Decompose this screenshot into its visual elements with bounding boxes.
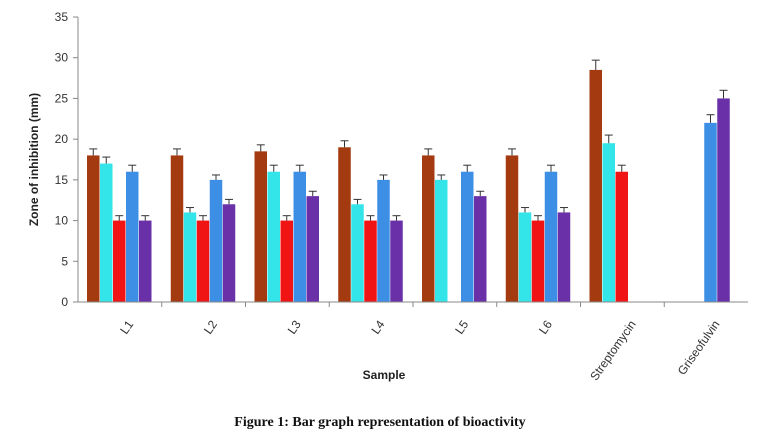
x-tick-label: L2 [201, 317, 220, 336]
bar-l4-4 [390, 220, 403, 302]
bar-l2-0 [170, 155, 184, 302]
bar-l2-3 [209, 179, 223, 302]
y-tick-label: 30 [55, 51, 69, 65]
bar-griseofulvin-4 [717, 98, 730, 302]
bar-l4-2 [364, 220, 377, 302]
bar-chart: 0 5 10 15 20 25 30 35 L1 L2 L3 L4 L5 L6 Streptomycin Gr… [27, 10, 748, 383]
bar-l1-0 [87, 155, 100, 302]
bars-layer [87, 59, 730, 302]
bar-streptomycin-0 [589, 69, 602, 302]
bar-l5-0 [422, 155, 435, 302]
bar-l3-0 [254, 151, 267, 302]
y-tick-label: 5 [61, 254, 68, 268]
x-tick-label: L4 [368, 317, 387, 336]
x-tick-label: L6 [536, 317, 555, 336]
bar-l1-4 [139, 220, 152, 302]
bar-l2-2 [196, 220, 210, 302]
bar-griseofulvin-3 [704, 122, 717, 302]
bar-l1-2 [113, 220, 126, 302]
bar-l6-0 [505, 155, 519, 302]
x-tick-label: Griseofulvin [675, 318, 723, 378]
y-axis-title: Zone of inhibition (mm) [27, 93, 41, 226]
x-tick-label: L3 [285, 317, 304, 336]
y-tick-label: 20 [55, 132, 69, 146]
bar-streptomycin-1 [602, 143, 615, 302]
figure-caption: Figure 1: Bar graph representation of bi… [234, 415, 526, 430]
bar-l3-2 [280, 220, 293, 302]
bar-l6-1 [518, 212, 532, 302]
bar-l6-4 [557, 212, 571, 302]
y-tick-label: 35 [55, 10, 69, 24]
bar-l1-3 [126, 171, 139, 302]
y-tick-label: 25 [55, 91, 69, 105]
bar-l2-1 [183, 212, 197, 302]
bar-streptomycin-2 [615, 171, 628, 302]
bar-l6-2 [531, 220, 545, 302]
bar-l1-1 [100, 163, 113, 302]
bar-l5-4 [474, 196, 487, 302]
bar-l5-3 [461, 171, 474, 302]
bar-l3-4 [306, 196, 319, 302]
bar-l4-3 [377, 179, 390, 302]
axes-layer: 0 5 10 15 20 25 30 35 L1 L2 L3 L4 L5 L6 Streptomycin Gr… [55, 10, 748, 383]
x-tick-label: L5 [452, 317, 471, 336]
bar-l6-3 [544, 171, 558, 302]
y-tick-label: 15 [55, 173, 69, 187]
bar-l3-1 [267, 171, 280, 302]
bar-l2-4 [222, 204, 236, 302]
y-tick-label: 0 [61, 295, 68, 309]
bar-l3-3 [293, 171, 306, 302]
x-tick-label: L1 [117, 317, 136, 336]
x-axis-title: Sample [363, 368, 406, 382]
bar-l4-0 [338, 147, 351, 302]
bar-l4-1 [351, 204, 364, 302]
bar-l5-1 [435, 179, 448, 302]
x-tick-label: Streptomycin [587, 318, 639, 383]
y-tick-label: 10 [55, 214, 69, 228]
